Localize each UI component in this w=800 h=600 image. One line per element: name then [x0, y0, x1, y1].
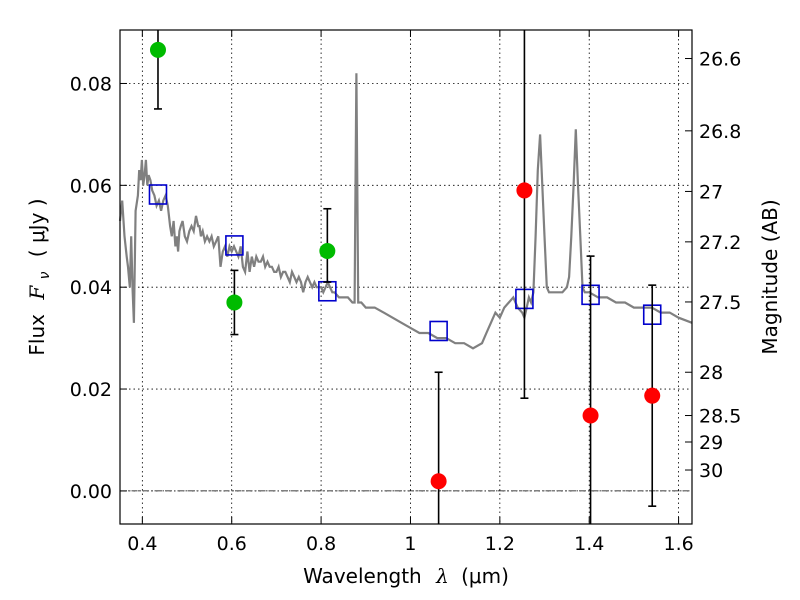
data-marks: [148, 30, 662, 524]
y2-tick-label: 27.2: [699, 232, 741, 254]
y2-tick-label: 29: [699, 432, 723, 454]
photometry-point: [430, 473, 447, 490]
y2-tick-label: 27.5: [699, 292, 741, 314]
spectrum-layer: [118, 73, 693, 350]
x-axis-label-var: λ: [435, 564, 449, 588]
model-square-marker: [225, 235, 244, 256]
model-square-marker: [429, 320, 448, 342]
y-tick-label: 0.06: [70, 175, 112, 197]
plot-frame: [119, 29, 693, 525]
photometry-point: [516, 182, 533, 199]
y2-tick-label: 26.6: [699, 49, 741, 71]
y2-tick-label: 27: [699, 181, 723, 203]
y-axis-label-sub: ν: [37, 271, 53, 279]
x-axis-label-unit: (μm): [461, 564, 509, 588]
grid-lines: [120, 30, 692, 524]
y2-axis-label: Magnitude (AB): [758, 199, 782, 354]
y2-tick-label: 28: [699, 362, 723, 384]
x-axis-label-main: Wavelength: [303, 564, 422, 588]
y-tick-label: 0.02: [70, 379, 112, 401]
x-axis-label: Wavelength λ (μm): [303, 564, 509, 588]
x-tick-label: 1.4: [574, 533, 604, 555]
x-tick-label: 1: [404, 533, 416, 555]
x-tick-label: 1.6: [663, 533, 693, 555]
x-tick-label: 1.2: [485, 533, 515, 555]
x-tick-label: 0.4: [127, 533, 157, 555]
y-axis-label: Flux F ν ( μJy ): [25, 198, 54, 355]
model-square-marker: [148, 184, 168, 205]
y-tick-label: 0.08: [70, 73, 112, 95]
y-axis-label-var: F: [25, 285, 49, 301]
photometry-point: [582, 407, 599, 424]
model-spectrum-line: [118, 73, 693, 350]
y-tick-label: 0.04: [70, 277, 112, 299]
y2-tick-label: 30: [699, 460, 723, 482]
photometry-point: [319, 243, 336, 260]
axis-ticks: 0.4 0.6 0.8 1 1.2 1.4 1.6 0.00 0.02 0.04 0.06 0.08 2…: [70, 30, 741, 555]
photometry-point: [226, 294, 243, 311]
x-tick-label: 0.8: [306, 533, 336, 555]
y2-tick-label: 28.5: [699, 406, 741, 428]
y2-tick-label: 26.8: [699, 121, 741, 143]
y-tick-label: 0.00: [70, 481, 112, 503]
x-tick-label: 0.6: [217, 533, 247, 555]
y-axis-label-unit: ( μJy ): [25, 198, 49, 257]
photometry-point: [149, 41, 166, 58]
y-axis-label-main: Flux: [25, 314, 49, 356]
photometry-point: [644, 387, 661, 404]
